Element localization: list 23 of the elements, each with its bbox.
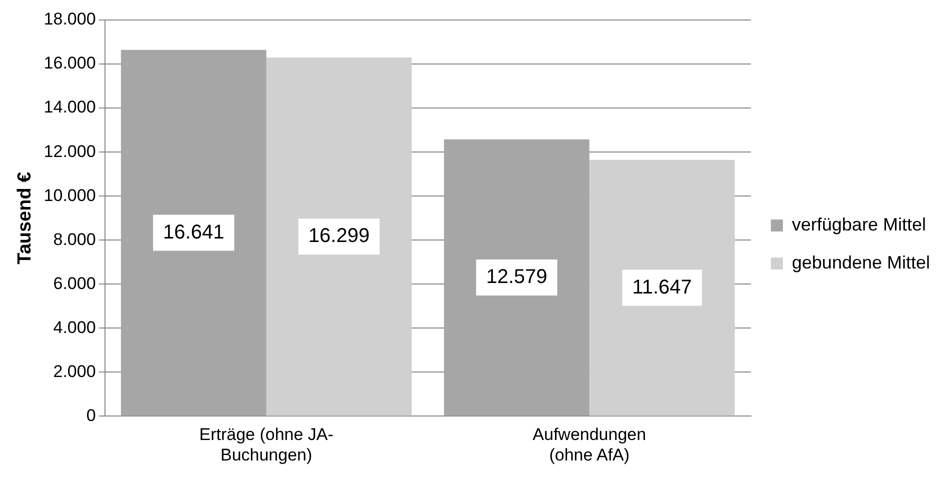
data-label: 12.579 [486,266,548,288]
legend-label: verfügbare Mittel [792,214,926,234]
data-label: 11.647 [632,276,692,298]
bar [444,139,590,416]
bar [120,50,266,416]
bar [266,57,412,416]
bar [589,160,735,416]
x-tick-label: Erträge (ohne JA-Buchungen) [199,425,334,464]
y-tick-label: 14.000 [44,98,96,117]
y-tick-label: 6.000 [53,274,96,293]
data-label: 16.299 [308,225,370,248]
y-tick-label: 10.000 [44,186,96,205]
y-tick-label: 4.000 [53,318,96,337]
y-tick-label: 12.000 [44,142,96,161]
y-tick-label: 0 [86,406,96,425]
legend-label: gebundene Mittel [792,252,930,272]
y-tick-label: 8.000 [53,230,96,249]
data-label: 16.641 [163,221,224,244]
x-tick-label: Aufwendungen (ohne AfA) [532,425,646,464]
y-tick-label: 2.000 [53,362,96,381]
y-tick-label: 16.000 [44,54,96,73]
y-tick-label: 18.000 [44,10,96,29]
y-axis-title: Tausend € [14,171,36,264]
